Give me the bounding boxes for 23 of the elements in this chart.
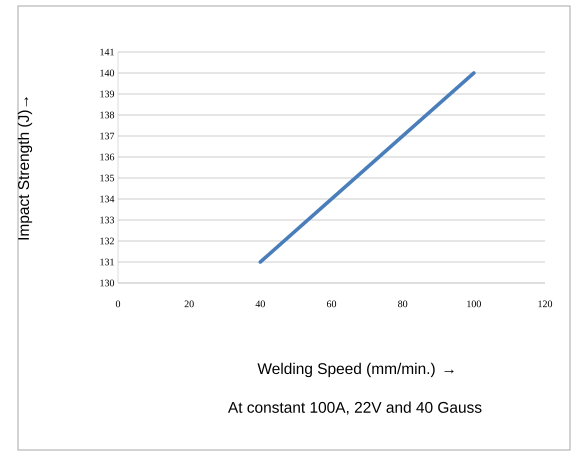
y-tick-label: 131 bbox=[100, 258, 114, 266]
x-tick-label: 100 bbox=[467, 300, 481, 308]
y-tick-label: 140 bbox=[100, 70, 114, 76]
x-tick-label: 20 bbox=[184, 300, 194, 308]
y-tick-label: 138 bbox=[100, 112, 114, 118]
line-series bbox=[258, 71, 476, 264]
y-tick-label: 133 bbox=[100, 216, 114, 224]
text: At constant 100A, 22V and 40 Gauss bbox=[228, 402, 482, 415]
x-tick-label: 40 bbox=[256, 300, 265, 308]
y-tick-label: 135 bbox=[100, 174, 114, 182]
x-tick-label: 0 bbox=[116, 300, 120, 308]
y-tick-label: 137 bbox=[100, 132, 114, 140]
y-tick-label: 141 bbox=[100, 48, 114, 56]
y-tick-label: 136 bbox=[100, 154, 114, 160]
y-tick-label: 139 bbox=[100, 90, 114, 98]
y-tick-label: 130 bbox=[100, 280, 114, 286]
x-axis-title: Welding Speed (mm/min.) → bbox=[257, 362, 454, 378]
y-axis-title: Impact Strength (J)→ bbox=[18, 97, 32, 240]
x-tick-label: 120 bbox=[538, 300, 552, 308]
x-tick-label: 60 bbox=[326, 300, 336, 308]
x-tick-label: 80 bbox=[398, 300, 408, 308]
y-tick-label: 132 bbox=[100, 238, 114, 244]
y-tick-label: 134 bbox=[100, 196, 114, 202]
